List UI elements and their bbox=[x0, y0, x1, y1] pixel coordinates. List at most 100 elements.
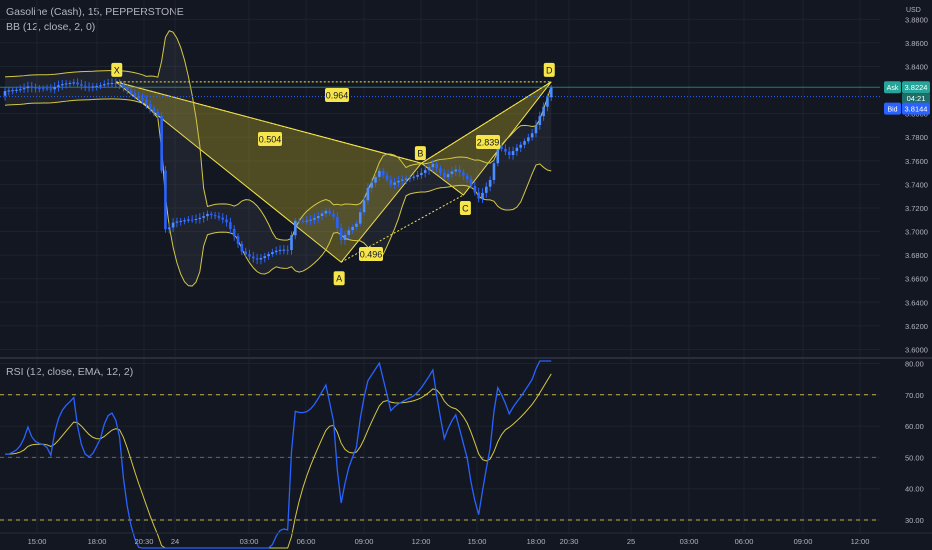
candle-body bbox=[362, 200, 366, 213]
rsi-legend[interactable]: RSI (12, close, EMA, 12, 2) bbox=[6, 366, 134, 378]
candle-body bbox=[41, 88, 45, 90]
time-tick-label: 06:00 bbox=[735, 537, 754, 546]
pattern-point-a: A bbox=[336, 274, 342, 284]
candle-body bbox=[114, 83, 118, 85]
candle-body bbox=[129, 90, 133, 94]
candle-body bbox=[397, 180, 400, 183]
candle-body bbox=[152, 108, 156, 112]
bid-label-badge bbox=[884, 102, 901, 115]
candle-body bbox=[68, 82, 72, 84]
price-tick-label: 3.8400 bbox=[905, 62, 928, 71]
candle-body bbox=[320, 213, 324, 216]
candle-body bbox=[198, 217, 202, 220]
price-axis[interactable]: USD3.90003.88003.86003.84003.80003.78003… bbox=[905, 0, 928, 525]
candle-body bbox=[305, 220, 309, 222]
ratio-bd-bg bbox=[476, 135, 500, 149]
price-tick-label: 3.6400 bbox=[905, 298, 928, 307]
ask-label: Ask bbox=[887, 85, 899, 92]
candle-body bbox=[160, 115, 163, 171]
time-tick-label: 18:00 bbox=[527, 537, 546, 546]
candle-body bbox=[492, 163, 496, 181]
candle-body bbox=[175, 221, 179, 223]
rsi-tick-label: 60.00 bbox=[905, 422, 924, 431]
candle-body bbox=[15, 89, 18, 91]
candle-body bbox=[423, 170, 427, 173]
candle-body bbox=[202, 216, 205, 218]
candle-body bbox=[515, 147, 519, 152]
pattern-point-x-bg bbox=[111, 62, 123, 77]
candle-body bbox=[263, 256, 267, 259]
candles bbox=[3, 78, 553, 265]
symbol-legend[interactable]: Gasoline (Cash), 15, PEPPERSTONE bbox=[6, 6, 184, 18]
ratio-xd: 0.964 bbox=[326, 91, 349, 101]
ratio-xb-bg bbox=[258, 132, 282, 146]
pattern-point-b: B bbox=[417, 149, 423, 159]
candle-body bbox=[229, 222, 232, 229]
candle-body bbox=[194, 219, 198, 221]
ratio-ac: 0.496 bbox=[360, 250, 383, 260]
candle-body bbox=[148, 103, 152, 109]
time-tick-label: 12:00 bbox=[851, 537, 870, 546]
pattern-bd-line bbox=[421, 81, 552, 164]
candle-body bbox=[538, 116, 542, 126]
bollinger-bands bbox=[4, 30, 552, 287]
candle-body bbox=[366, 187, 370, 201]
candle-body bbox=[236, 236, 240, 244]
candle-body bbox=[408, 177, 412, 179]
candle-body bbox=[206, 213, 209, 217]
candle-body bbox=[488, 180, 492, 187]
candle-body bbox=[324, 210, 328, 214]
candle-body bbox=[110, 83, 114, 85]
candle-body bbox=[542, 106, 545, 117]
candle-body bbox=[286, 249, 289, 251]
pattern-ac-line bbox=[340, 194, 464, 263]
price-badges: Ask 3.8224 04:21 Bid 3.8144 bbox=[884, 81, 930, 115]
candle-body bbox=[400, 179, 404, 181]
ratio-xd-bg bbox=[325, 88, 349, 102]
price-tick-label: 3.7800 bbox=[905, 133, 928, 142]
bb-lower-band bbox=[4, 98, 552, 287]
candle-body bbox=[336, 216, 339, 229]
pattern-point-c: C bbox=[462, 204, 469, 214]
candle-body bbox=[404, 178, 408, 180]
candle-body bbox=[248, 254, 251, 257]
candle-body bbox=[209, 213, 213, 216]
countdown-badge bbox=[902, 93, 930, 104]
candle-countdown: 04:21 bbox=[907, 94, 926, 103]
candle-body bbox=[221, 217, 225, 220]
candle-body bbox=[38, 88, 41, 90]
candle-body bbox=[259, 258, 263, 260]
price-tick-label: 3.7600 bbox=[905, 157, 928, 166]
pattern-xb-line bbox=[115, 81, 422, 164]
candle-body bbox=[485, 186, 488, 193]
time-axis[interactable]: 15:00 18:00 20:30 24 03:00 06:00 09:00 12:00 15:… bbox=[0, 532, 932, 546]
candle-body bbox=[61, 84, 64, 86]
candle-body bbox=[393, 182, 396, 185]
bid-price-badge bbox=[902, 102, 930, 115]
candle-body bbox=[351, 226, 354, 231]
candle-body bbox=[500, 146, 503, 149]
candle-body bbox=[11, 90, 14, 92]
price-tick-label: 3.7200 bbox=[905, 204, 928, 213]
candle-body bbox=[282, 249, 286, 251]
price-tick-label: 3.6200 bbox=[905, 322, 928, 331]
price-tick-label: 3.7400 bbox=[905, 180, 928, 189]
bid-price: 3.8144 bbox=[905, 105, 928, 114]
candle-body bbox=[458, 169, 461, 173]
bb-fill bbox=[5, 30, 552, 287]
bollinger-legend[interactable]: BB (12, close, 2, 0) bbox=[6, 21, 96, 33]
ask-price-badge bbox=[902, 81, 930, 94]
pattern-point-c-bg bbox=[459, 201, 471, 216]
candle-body bbox=[530, 133, 534, 138]
time-tick-label: 03:00 bbox=[680, 537, 699, 546]
candle-body bbox=[57, 85, 60, 87]
candle-body bbox=[473, 185, 477, 193]
candle-body bbox=[523, 141, 526, 145]
candle-body bbox=[267, 254, 270, 257]
candle-body bbox=[416, 175, 419, 177]
candle-body bbox=[164, 170, 167, 230]
candle-body bbox=[171, 222, 175, 228]
candle-body bbox=[274, 250, 278, 253]
candle-body bbox=[145, 99, 148, 104]
